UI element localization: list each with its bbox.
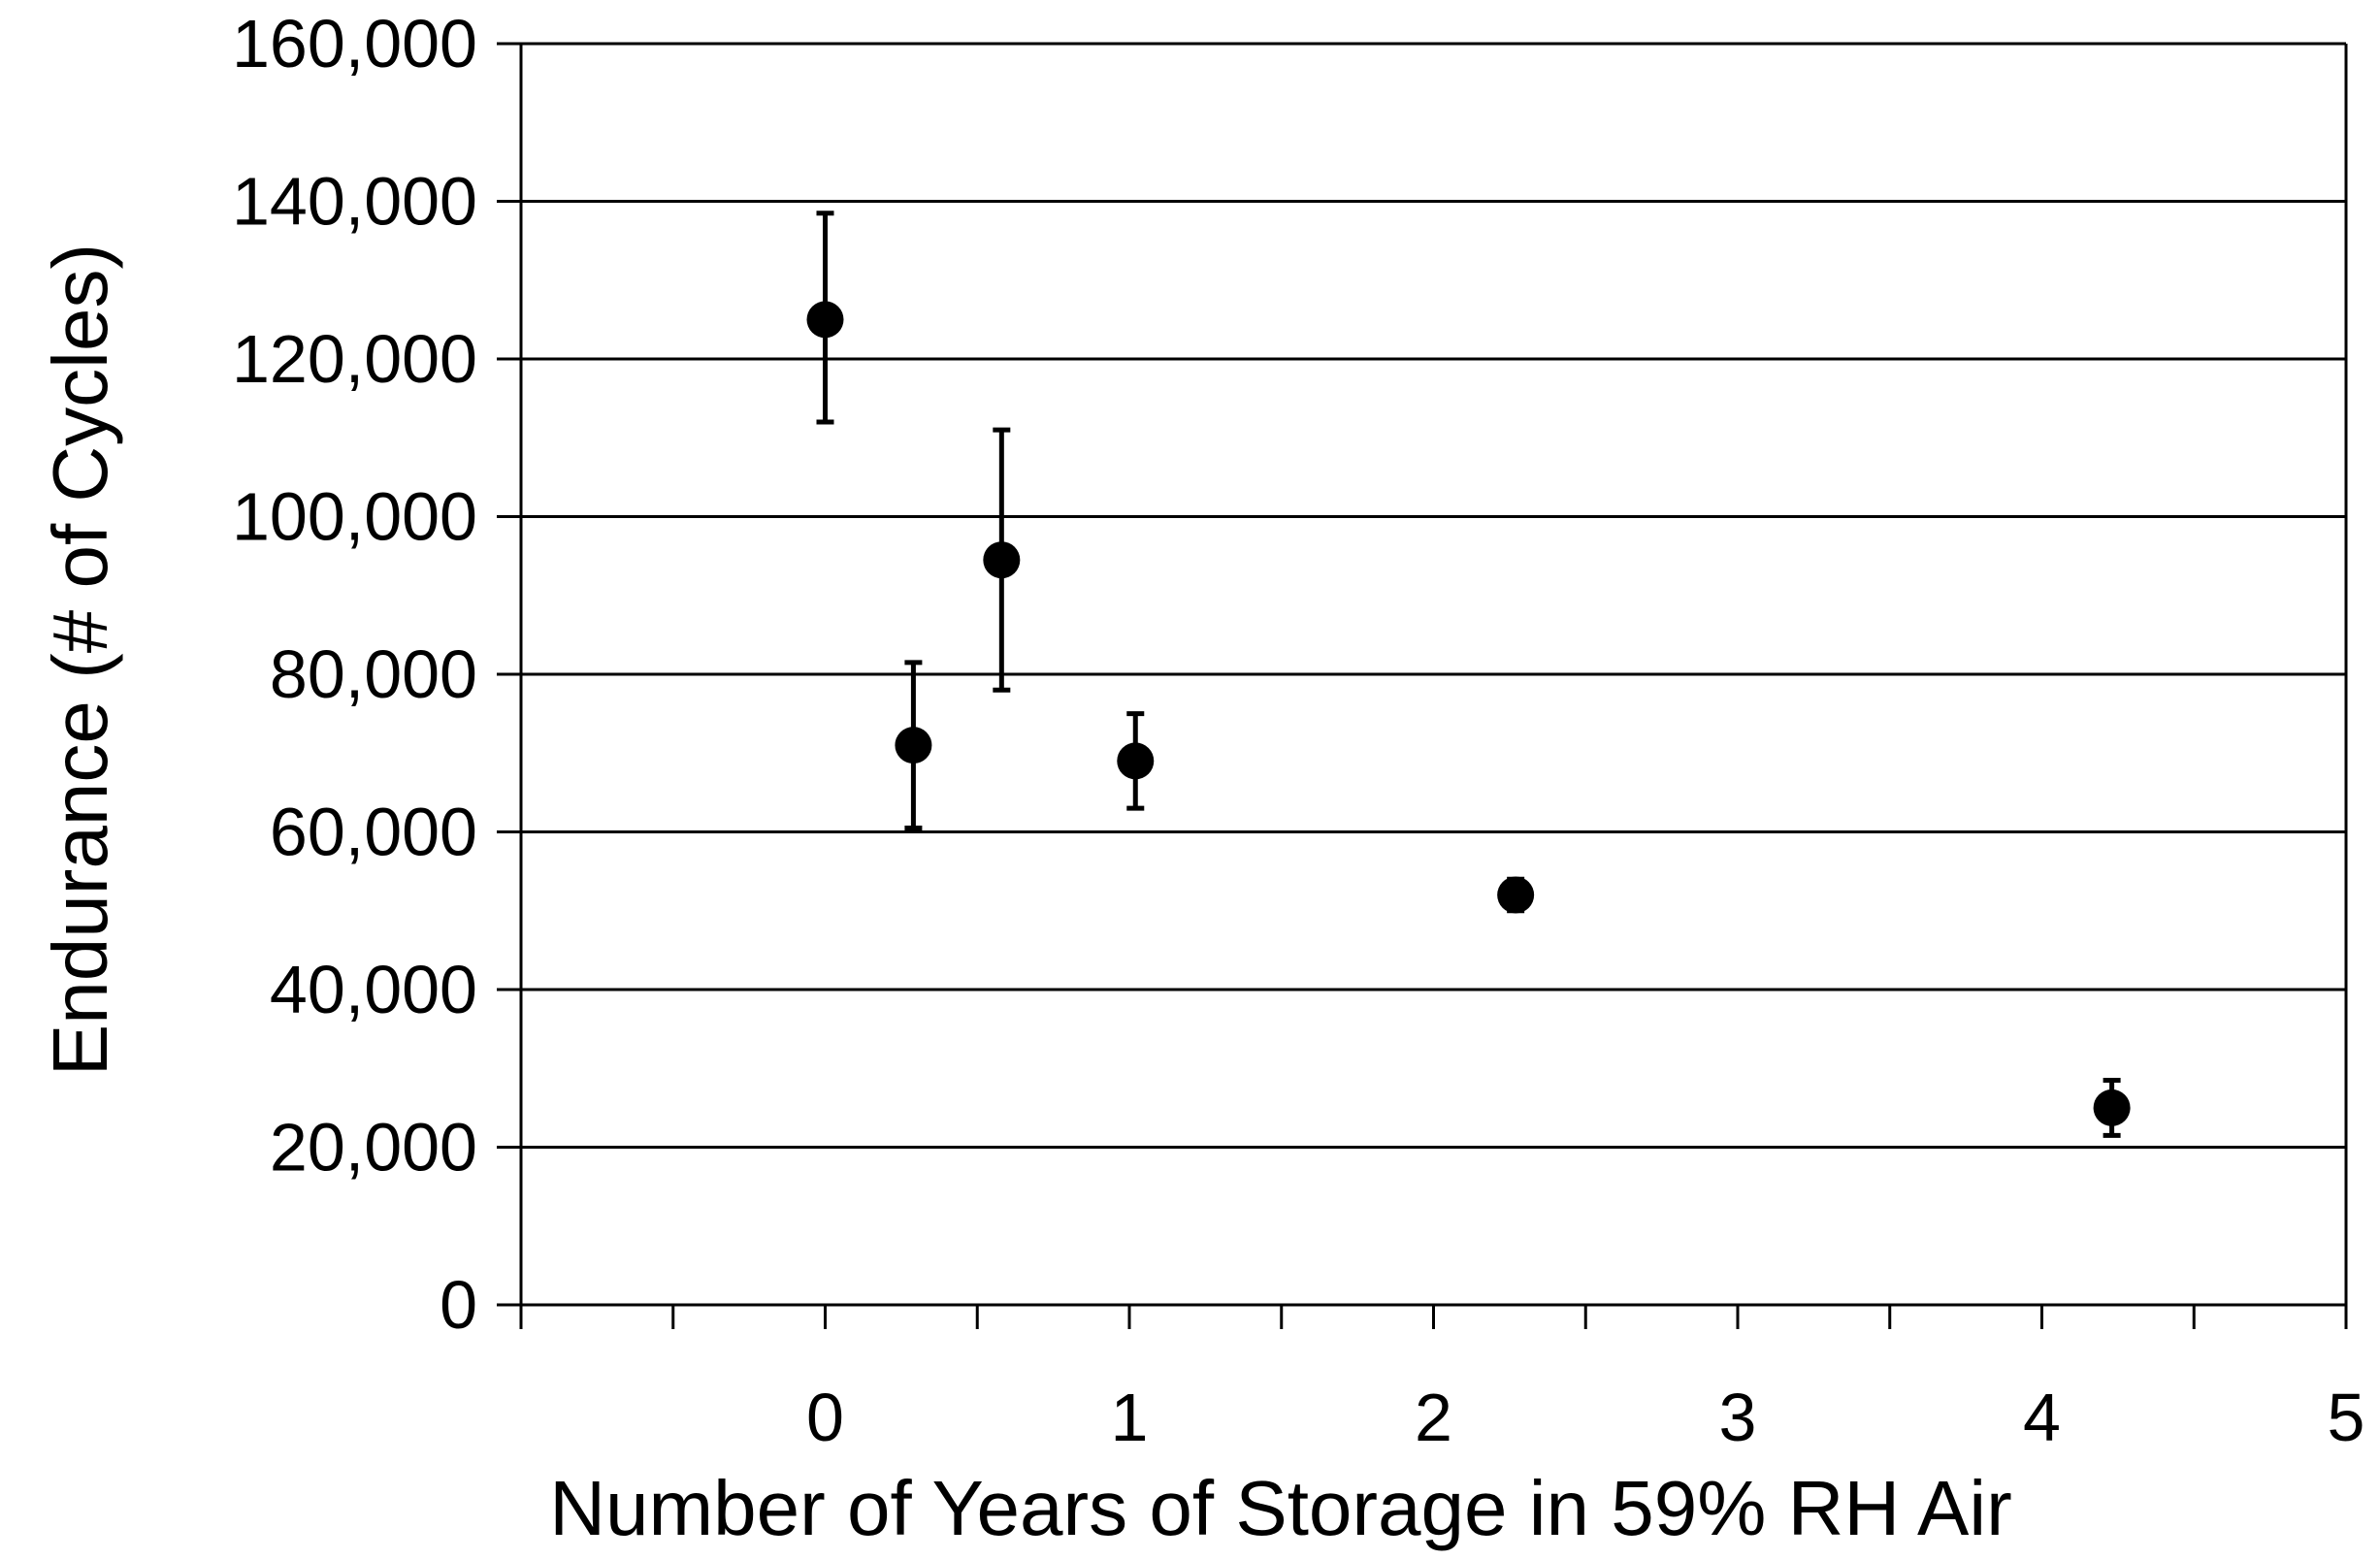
data-point <box>895 727 932 764</box>
y-tick-label: 80,000 <box>270 636 477 712</box>
y-tick-label: 40,000 <box>270 952 477 1027</box>
y-tick-label: 160,000 <box>232 6 477 81</box>
x-tick-labels: 0 1 2 3 4 5 <box>806 1380 2364 1455</box>
y-tick-label: 60,000 <box>270 795 477 870</box>
x-tick-label: 5 <box>2328 1380 2365 1455</box>
x-tick-label: 4 <box>2023 1380 2061 1455</box>
y-tick-label: 20,000 <box>270 1110 477 1186</box>
x-tick-label: 1 <box>1111 1380 1149 1455</box>
x-axis-title: Number of Years of Storage in 59% RH Air <box>549 1465 2011 1551</box>
y-tick-label: 120,000 <box>232 321 477 397</box>
x-tick-label: 0 <box>806 1380 844 1455</box>
data-point <box>806 301 844 339</box>
data-point <box>2093 1089 2131 1126</box>
y-tick-label: 0 <box>440 1267 477 1343</box>
data-point <box>1117 742 1155 780</box>
y-tick-labels: 0 20,000 40,000 60,000 80,000 100,000 120,000 1… <box>232 6 477 1343</box>
axes-layer <box>519 44 2348 1329</box>
grid-layer <box>497 42 2346 1307</box>
data-points <box>806 301 2131 1126</box>
data-point <box>983 541 1021 579</box>
y-axis-title: Endurance (# of Cycles) <box>37 244 123 1076</box>
y-tick-label: 140,000 <box>232 164 477 240</box>
x-tick-label: 3 <box>1719 1380 1757 1455</box>
data-point <box>1497 876 1535 914</box>
y-tick-label: 100,000 <box>232 479 477 555</box>
x-tick-label: 2 <box>1415 1380 1452 1455</box>
